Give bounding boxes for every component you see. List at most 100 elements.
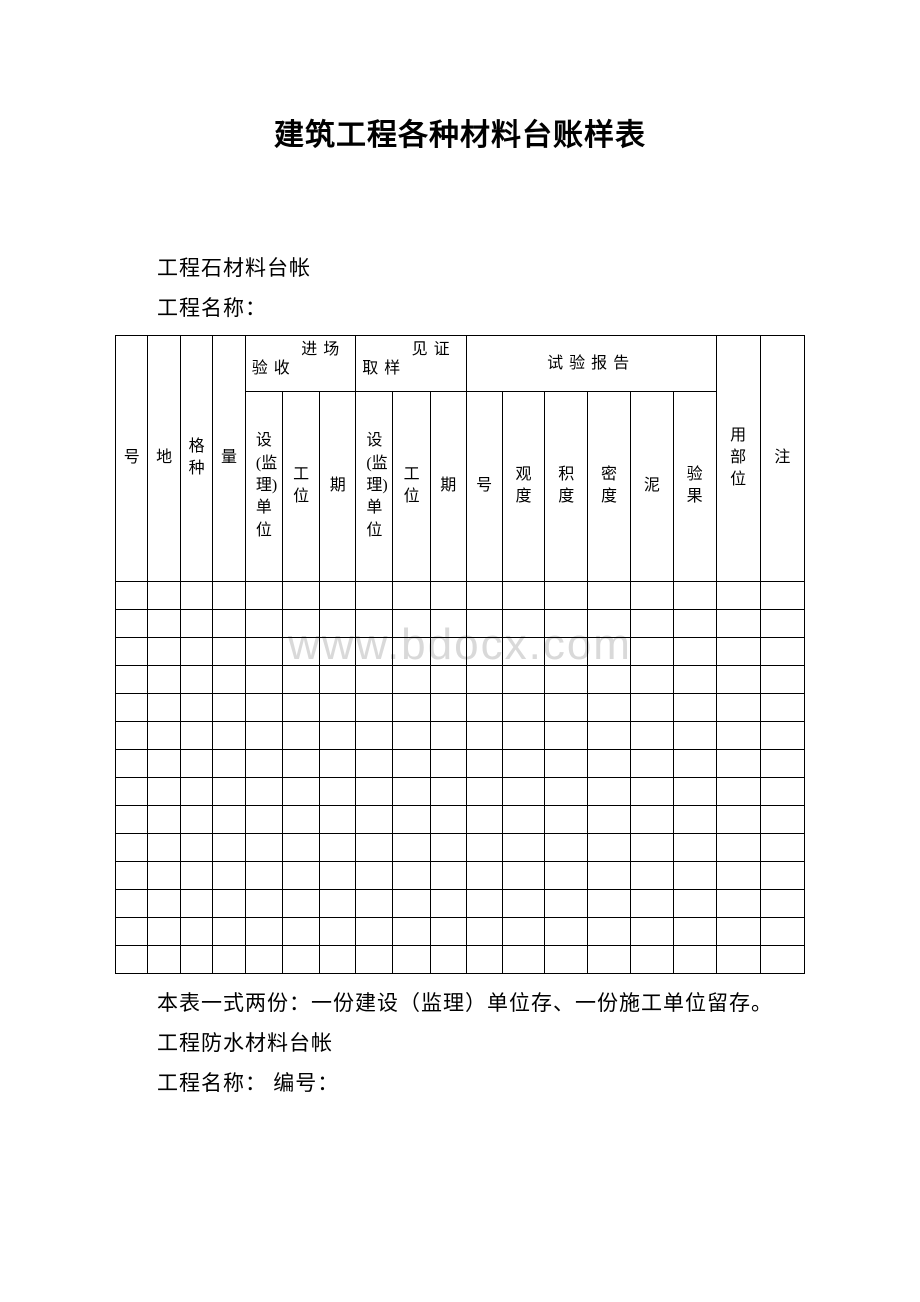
table-cell: [320, 833, 356, 861]
table-cell: [393, 917, 430, 945]
table-cell: [760, 861, 804, 889]
table-cell: [148, 945, 180, 973]
table-cell: [630, 609, 673, 637]
footer-note-3: 工程名称： 编号：: [115, 1064, 805, 1104]
table-cell: [502, 861, 545, 889]
col-group-witness: 见证 取样: [356, 335, 466, 391]
table-cell: [116, 665, 148, 693]
table-cell: [588, 833, 631, 861]
table-cell: [588, 749, 631, 777]
table-cell: [148, 833, 180, 861]
table-cell: [356, 889, 393, 917]
project-name-label: 工程名称：: [115, 289, 805, 329]
table-cell: [545, 833, 588, 861]
table-cell: [283, 665, 320, 693]
table-cell: [283, 917, 320, 945]
table-cell: [148, 581, 180, 609]
table-cell: [630, 805, 673, 833]
table-cell: [393, 833, 430, 861]
table-row: [116, 833, 805, 861]
table-cell: [760, 805, 804, 833]
table-cell: [630, 777, 673, 805]
table-cell: [116, 609, 148, 637]
table-cell: [393, 609, 430, 637]
table-cell: [430, 889, 466, 917]
table-cell: [393, 749, 430, 777]
table-cell: [545, 917, 588, 945]
table-cell: [320, 945, 356, 973]
table-cell: [148, 665, 180, 693]
table-cell: [466, 777, 502, 805]
table-cell: [245, 637, 282, 665]
table-cell: [430, 693, 466, 721]
table-cell: [673, 945, 716, 973]
table-cell: [430, 609, 466, 637]
table-cell: [716, 665, 760, 693]
table-cell: [320, 665, 356, 693]
table-cell: [116, 693, 148, 721]
table-cell: [148, 917, 180, 945]
table-cell: [545, 609, 588, 637]
table-cell: [673, 917, 716, 945]
table-cell: [245, 777, 282, 805]
table-cell: [180, 917, 212, 945]
table-cell: [466, 637, 502, 665]
table-cell: [466, 805, 502, 833]
table-cell: [545, 805, 588, 833]
table-cell: [545, 721, 588, 749]
table-cell: [502, 721, 545, 749]
table-cell: [148, 889, 180, 917]
table-row: [116, 581, 805, 609]
table-cell: [430, 581, 466, 609]
col-header: 密度: [588, 391, 631, 581]
table-cell: [320, 637, 356, 665]
table-cell: [148, 805, 180, 833]
table-cell: [320, 777, 356, 805]
table-cell: [716, 693, 760, 721]
table-cell: [283, 581, 320, 609]
table-cell: [760, 637, 804, 665]
table-cell: [180, 693, 212, 721]
table-cell: [430, 833, 466, 861]
table-row: [116, 609, 805, 637]
table-cell: [502, 917, 545, 945]
table-cell: [148, 777, 180, 805]
table-cell: [180, 721, 212, 749]
table-cell: [466, 581, 502, 609]
table-cell: [545, 945, 588, 973]
col-header: 期: [430, 391, 466, 581]
col-group-test: 试验报告: [466, 335, 716, 391]
table-cell: [630, 721, 673, 749]
table-cell: [545, 665, 588, 693]
table-cell: [213, 861, 245, 889]
table-cell: [116, 833, 148, 861]
table-header-row-1: 号 地 格种 量 进场 验收 见证 取样 试验报告 用部位 注: [116, 335, 805, 391]
page-content: 建筑工程各种材料台账样表 工程石材料台帐 工程名称： 号 地 格种 量 进场 验…: [115, 110, 805, 1103]
table-cell: [180, 777, 212, 805]
table-body: [116, 581, 805, 973]
table-cell: [180, 609, 212, 637]
table-cell: [430, 637, 466, 665]
table-cell: [283, 861, 320, 889]
table-cell: [630, 917, 673, 945]
col-group-entry: 进场 验收: [245, 335, 355, 391]
table-cell: [673, 777, 716, 805]
table-cell: [760, 945, 804, 973]
table-cell: [245, 889, 282, 917]
table-cell: [148, 861, 180, 889]
table-cell: [760, 721, 804, 749]
table-cell: [430, 945, 466, 973]
table-row: [116, 637, 805, 665]
table-cell: [466, 665, 502, 693]
table-cell: [545, 693, 588, 721]
table-cell: [545, 749, 588, 777]
table-cell: [213, 721, 245, 749]
table-cell: [430, 805, 466, 833]
table-cell: [213, 777, 245, 805]
col-header: 地: [148, 335, 180, 581]
table-cell: [588, 945, 631, 973]
table-row: [116, 861, 805, 889]
table-cell: [116, 861, 148, 889]
table-cell: [466, 861, 502, 889]
table-cell: [545, 889, 588, 917]
